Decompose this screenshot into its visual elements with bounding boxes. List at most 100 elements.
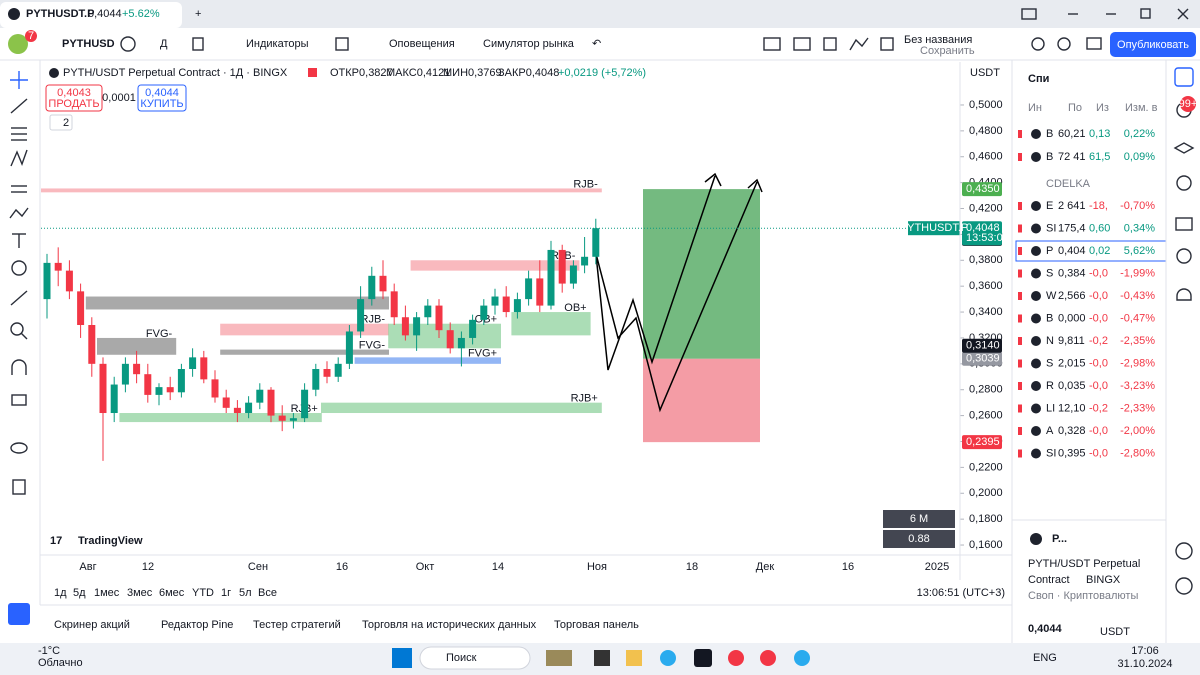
entry-badge — [962, 351, 1002, 366]
candle-body — [446, 330, 454, 349]
details-kind: Своп · Криптовалюты — [1028, 590, 1138, 602]
sell-button[interactable] — [45, 84, 103, 112]
bottom-tabs: Скринер акций Редактор Pine Тестер стратег… — [54, 619, 639, 631]
zone — [321, 402, 602, 414]
search-box[interactable] — [419, 646, 531, 670]
row-symbol[interactable]: A — [1046, 425, 1054, 437]
range-button[interactable]: 3мес — [127, 587, 153, 599]
range-button[interactable]: 6мес — [159, 587, 185, 599]
symbol-search[interactable]: PYTHUSD — [62, 38, 115, 50]
row-symbol[interactable]: S — [1046, 357, 1053, 369]
range-button[interactable]: 1мес — [94, 587, 120, 599]
row-symbol[interactable]: S — [1046, 267, 1053, 279]
indicators-toggle[interactable] — [49, 114, 73, 131]
row-logo — [1031, 336, 1041, 346]
row-change: -18, — [1089, 200, 1108, 212]
column-header: Из — [1096, 102, 1109, 114]
row-logo — [1031, 313, 1041, 324]
replay[interactable]: Симулятор рынка — [483, 38, 575, 50]
candle-body — [189, 357, 197, 370]
range-button[interactable]: 1д — [54, 587, 67, 599]
row-change-pct: -0,70% — [1120, 200, 1155, 212]
candle-body — [312, 369, 320, 390]
ohlc-close: ЗАКР0,4048 — [498, 67, 559, 79]
row-change: -0,2 — [1089, 335, 1108, 347]
candle-body — [144, 374, 152, 395]
row-price: 2,566 — [1058, 290, 1086, 302]
language: ENG — [1033, 652, 1057, 664]
clock: 17:06 — [1131, 645, 1159, 657]
browser-tab[interactable] — [0, 2, 182, 28]
row-change: 0,13 — [1089, 128, 1110, 140]
save[interactable]: Сохранить — [920, 45, 975, 57]
indicators[interactable]: Индикаторы — [246, 38, 309, 50]
row-price: 0,328 — [1058, 425, 1086, 437]
favorites[interactable] — [8, 603, 30, 625]
buy-button[interactable] — [137, 84, 187, 112]
panel-tab[interactable]: Торговая панель — [554, 619, 639, 631]
chart-type[interactable] — [192, 37, 204, 51]
row-symbol[interactable]: B — [1046, 128, 1053, 140]
range-button[interactable]: Все — [258, 587, 277, 599]
row-price: 2 641 — [1058, 200, 1086, 212]
publish-button[interactable] — [1110, 32, 1196, 57]
left-tools — [9, 71, 29, 495]
undo[interactable]: ↶ — [592, 38, 601, 50]
row-symbol[interactable]: R — [1046, 380, 1054, 392]
row-logo — [1031, 291, 1041, 301]
row-symbol[interactable]: SI — [1046, 222, 1056, 234]
zone-label: FVG- — [146, 328, 173, 340]
new-tab[interactable]: + — [195, 8, 201, 20]
templates[interactable] — [335, 37, 349, 51]
row-symbol[interactable]: P — [1046, 245, 1053, 257]
row-symbol[interactable]: B — [1046, 151, 1053, 163]
row-price: 60,21 — [1058, 128, 1086, 140]
candle-body — [110, 384, 118, 414]
x-tick-label: Авг — [79, 561, 96, 573]
range-button[interactable]: 5д — [73, 587, 86, 599]
row-change: 0,60 — [1089, 222, 1110, 234]
row-change-pct: -2,00% — [1120, 425, 1155, 437]
candle-body — [368, 275, 376, 300]
browser-bar — [0, 0, 1200, 28]
range-button[interactable]: 5л — [239, 587, 252, 599]
row-logo — [1031, 129, 1041, 139]
row-symbol[interactable]: N — [1046, 335, 1054, 347]
right-icons — [1173, 67, 1195, 595]
stat-label: 6 M — [910, 513, 928, 525]
zone-label: RJB- — [361, 314, 386, 326]
compare[interactable] — [120, 36, 136, 52]
row-symbol[interactable]: B — [1046, 312, 1053, 324]
ohlc-change: +0,0219 (+5,72%) — [558, 67, 646, 79]
stat-label: 0.88 — [908, 533, 929, 545]
y-tick-label: 0,4600 — [969, 151, 1003, 163]
panel-tab[interactable]: Тестер стратегий — [253, 619, 341, 631]
row-flag — [1018, 292, 1022, 300]
alerts-badge: 99+ — [1179, 98, 1198, 110]
zone — [41, 188, 602, 193]
watermark: TradingView — [78, 535, 143, 547]
row-symbol[interactable]: W — [1046, 290, 1057, 302]
candle-body — [491, 296, 499, 306]
publish[interactable]: Опубликовать — [1117, 39, 1189, 51]
row-logo — [1031, 223, 1041, 234]
flag[interactable] — [308, 68, 317, 77]
range-button[interactable]: 1г — [221, 587, 231, 599]
panel-tab[interactable]: Скринер акций — [54, 619, 130, 631]
interval[interactable]: Д — [160, 38, 168, 50]
alerts[interactable]: Оповещения — [389, 38, 455, 50]
avatar[interactable] — [8, 34, 28, 54]
row-flag — [1018, 224, 1022, 233]
row-symbol[interactable]: E — [1046, 200, 1053, 212]
arrow-head — [704, 172, 722, 187]
range-button[interactable]: YTD — [192, 587, 214, 599]
row-symbol[interactable]: LI — [1046, 402, 1055, 414]
panel-tab[interactable]: Редактор Pine — [161, 619, 233, 631]
panel-tab[interactable]: Торговля на исторических данных — [362, 619, 537, 631]
row-symbol[interactable]: SI — [1046, 447, 1056, 459]
layout-name[interactable]: Без названия — [904, 34, 972, 46]
symbol-logo — [49, 68, 59, 78]
start-button[interactable] — [392, 648, 412, 668]
zone-label: FVG+ — [468, 347, 497, 359]
row-logo — [1031, 268, 1041, 279]
